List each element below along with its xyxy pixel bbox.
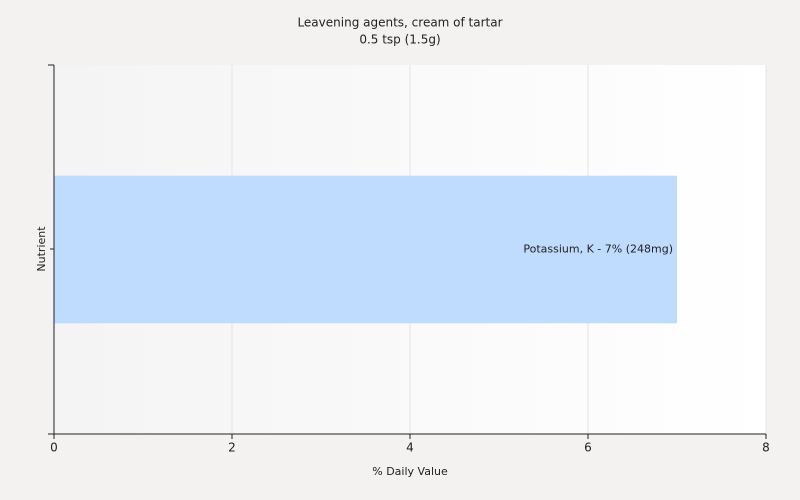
chart-subtitle: 0.5 tsp (1.5g) (359, 33, 440, 47)
x-tick-label: 4 (406, 441, 414, 455)
bar (54, 175, 677, 324)
x-tick-label: 6 (584, 441, 592, 455)
x-axis-label: % Daily Value (372, 465, 448, 478)
value-label: Potassium, K - 7% (248mg) (523, 243, 673, 256)
y-axis-label: Nutrient (35, 226, 48, 272)
x-tick-label: 8 (762, 441, 770, 455)
chart-title: Leavening agents, cream of tartar (297, 16, 502, 30)
x-tick-label: 0 (50, 441, 58, 455)
marks: Potassium, K - 7% (248mg) (54, 175, 677, 324)
x-tick-label: 2 (228, 441, 236, 455)
